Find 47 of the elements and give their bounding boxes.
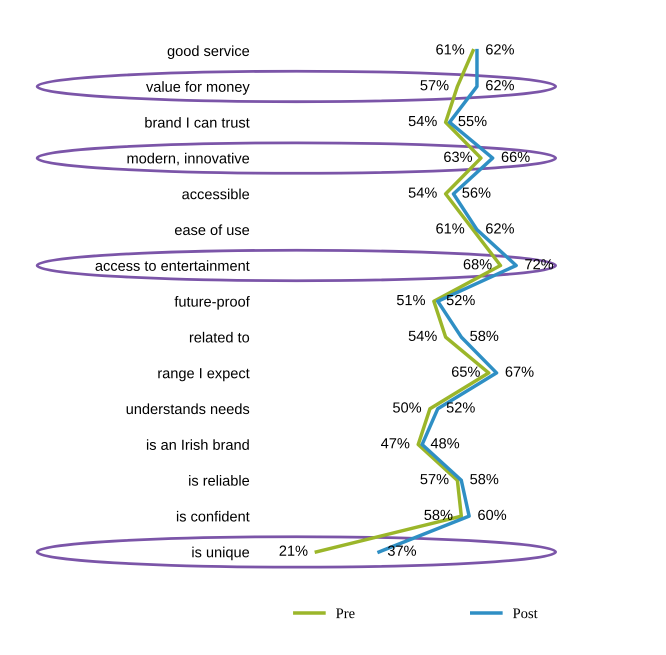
y-tick-label: related to	[190, 332, 250, 343]
data-label: 52%	[446, 402, 475, 413]
data-label: 54%	[408, 330, 437, 342]
y-tick-label: future-proof	[174, 296, 250, 310]
data-label: 55%	[458, 116, 487, 126]
data-label: 61%	[436, 44, 464, 55]
data-label: 67%	[506, 366, 534, 377]
data-label: 68%	[464, 259, 492, 270]
data-label: 57%	[420, 80, 449, 90]
y-tick-label: is confident	[176, 510, 250, 522]
y-tick-label: understands needs	[126, 403, 250, 414]
legend-label: Pre	[336, 608, 355, 618]
y-tick-label: is reliable	[189, 475, 250, 486]
data-label: 56%	[462, 187, 490, 198]
y-tick-label: range I expect	[158, 368, 250, 382]
data-label: 61%	[436, 223, 464, 234]
data-label: 54%	[408, 116, 437, 126]
data-label: 65%	[452, 366, 480, 377]
y-tick-label: good service	[168, 45, 250, 59]
data-label: 62%	[486, 44, 514, 55]
data-label: 62%	[486, 80, 514, 90]
data-label: 21%	[280, 546, 308, 556]
data-label: 63%	[444, 152, 472, 162]
data-label: 62%	[486, 223, 514, 234]
data-label: 50%	[393, 402, 422, 413]
data-label: 47%	[381, 438, 410, 448]
data-label: 51%	[396, 294, 426, 306]
data-label: 48%	[430, 438, 460, 448]
data-label: 58%	[470, 474, 498, 484]
y-tick-label: value for money	[146, 81, 250, 95]
data-label: 60%	[478, 510, 506, 520]
data-label: 37%	[388, 546, 416, 556]
data-label: 58%	[424, 510, 452, 520]
data-label: 54%	[408, 188, 437, 198]
data-label: 66%	[502, 152, 530, 162]
data-label: 58%	[470, 330, 498, 342]
data-label: 72%	[525, 259, 554, 270]
y-tick-label: is unique	[192, 546, 250, 560]
legend-label: Post	[512, 608, 538, 618]
y-tick-label: accessible	[182, 188, 250, 200]
y-tick-label: modern, innovative	[127, 152, 250, 166]
y-tick-label: access to entertainment	[96, 260, 250, 271]
data-label: 57%	[420, 474, 449, 484]
y-tick-label: ease of use	[174, 224, 250, 236]
data-label: 52%	[446, 294, 475, 306]
y-tick-label: brand I can trust	[145, 116, 250, 128]
y-tick-label: is an Irish brand	[146, 439, 249, 450]
